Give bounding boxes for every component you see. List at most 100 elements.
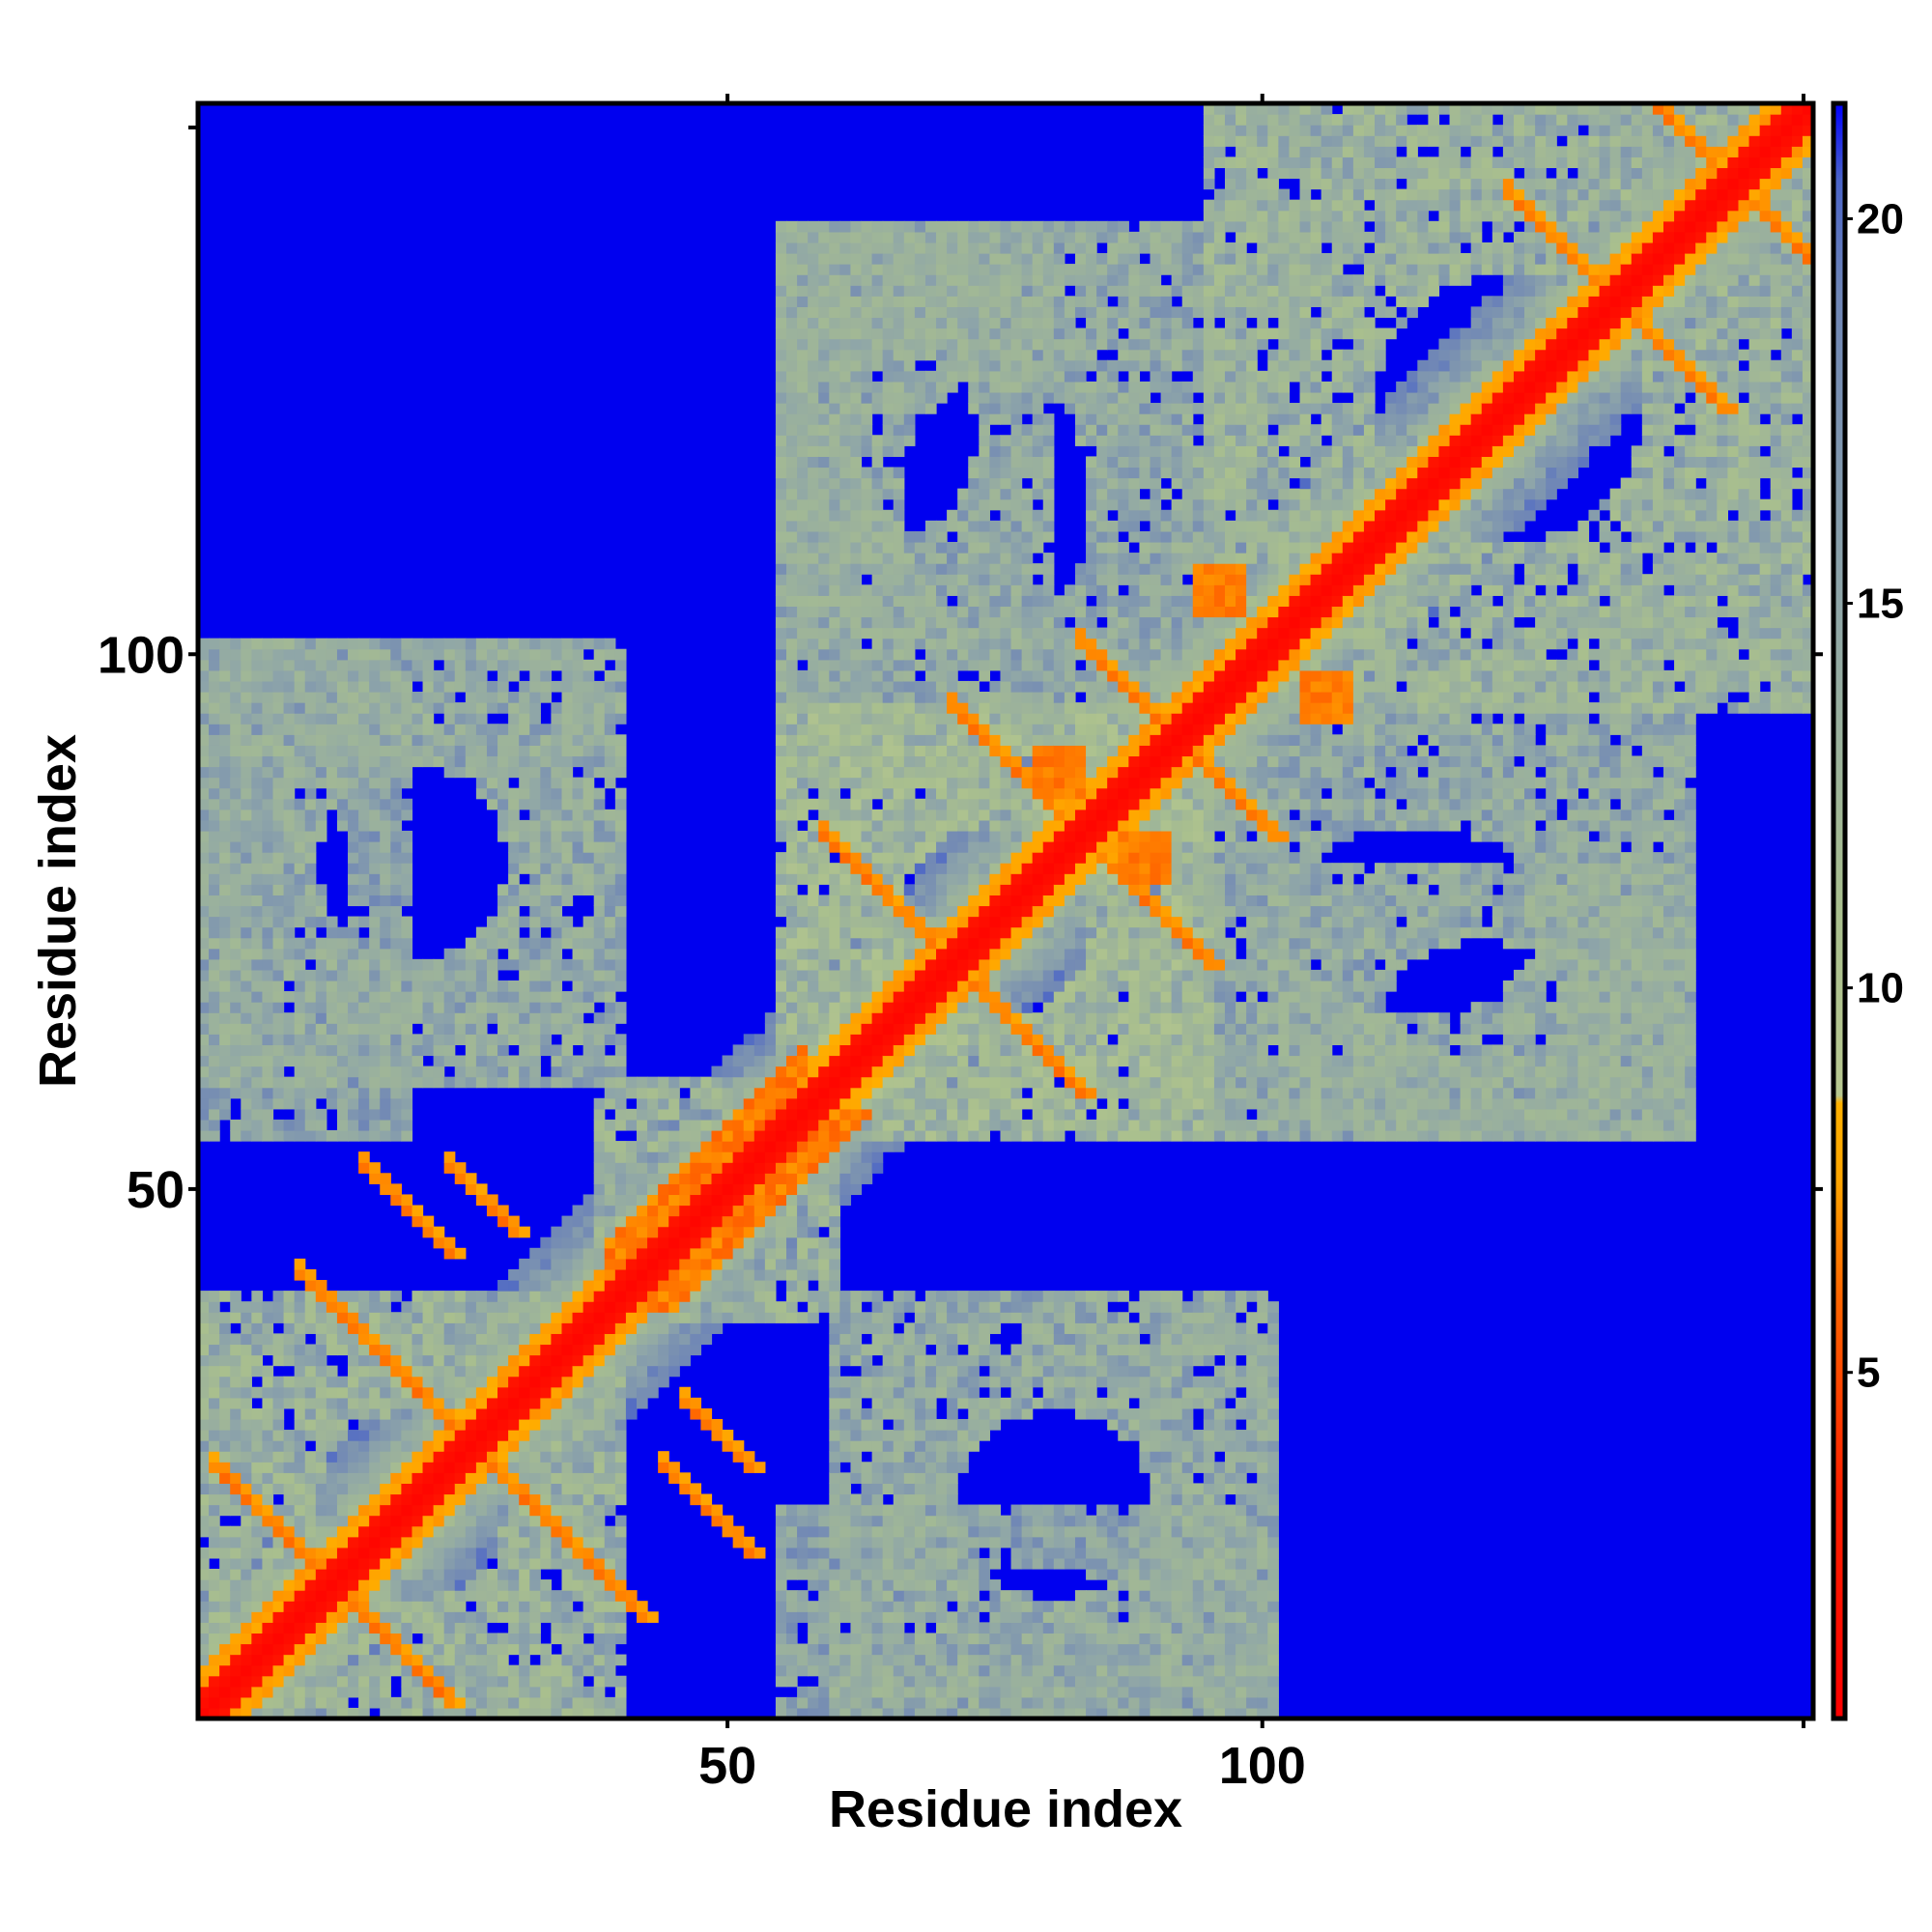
heatmap-cell: [422, 745, 435, 757]
heatmap-cell: [401, 1119, 413, 1131]
heatmap-cell: [808, 819, 819, 832]
heatmap-cell: [262, 1065, 274, 1078]
heatmap-cell: [486, 1707, 498, 1719]
heatmap-cell: [540, 1451, 552, 1463]
heatmap-cell: [604, 905, 616, 918]
heatmap-cell: [230, 1601, 242, 1612]
heatmap-cell: [593, 1183, 606, 1196]
heatmap-cell: [348, 958, 359, 971]
heatmap-cell: [604, 1590, 616, 1602]
heatmap-cell: [582, 958, 595, 971]
heatmap-cell: [433, 1430, 445, 1441]
heatmap-cell: [614, 1044, 627, 1057]
heatmap-cell: [690, 1097, 702, 1110]
heatmap-cell: [882, 541, 895, 554]
heatmap-cell: [829, 584, 840, 596]
heatmap-cell: [540, 1483, 552, 1495]
heatmap-cell: [829, 819, 840, 832]
heatmap-cell: [390, 1536, 402, 1548]
heatmap-cell: [582, 680, 595, 693]
heatmap-cell: [294, 734, 306, 746]
heatmap-cell: [508, 1076, 520, 1089]
heatmap-cell: [262, 1451, 274, 1463]
heatmap-cell: [315, 1686, 327, 1698]
heatmap-cell: [786, 852, 798, 864]
heatmap-cell: [422, 638, 435, 650]
heatmap-cell: [348, 1023, 359, 1035]
heatmap-cell: [561, 787, 574, 800]
heatmap-cell: [540, 841, 552, 853]
heatmap-cell: [508, 980, 520, 992]
heatmap-cell: [283, 969, 296, 981]
heatmap-cell: [764, 1280, 777, 1292]
heatmap-cell: [241, 958, 252, 971]
heatmap-cell: [508, 884, 520, 895]
heatmap-cell: [797, 296, 809, 307]
heatmap-cell: [572, 1247, 584, 1260]
heatmap-cell: [786, 1664, 798, 1677]
heatmap-cell: [272, 1129, 285, 1142]
heatmap-cell: [219, 1076, 231, 1089]
heatmap-cell: [486, 1675, 498, 1688]
heatmap-cell: [294, 1568, 306, 1580]
heatmap-cell: [829, 1215, 840, 1228]
heatmap-cell: [850, 1579, 863, 1591]
heatmap-cell: [551, 1291, 563, 1302]
heatmap-cell: [519, 1515, 530, 1527]
heatmap-cell: [294, 1493, 306, 1506]
heatmap-cell: [433, 1044, 445, 1057]
heatmap-cell: [604, 873, 616, 885]
heatmap-cell: [443, 1601, 456, 1612]
heatmap-cell: [561, 852, 574, 864]
heatmap-cell: [529, 1493, 541, 1506]
heatmap-cell: [829, 435, 840, 446]
heatmap-cell: [401, 1462, 413, 1473]
heatmap-cell: [369, 1386, 381, 1399]
heatmap-cell: [572, 1354, 584, 1367]
heatmap-cell: [839, 895, 852, 907]
heatmap-cell: [625, 1601, 638, 1612]
heatmap-cell: [315, 1034, 327, 1046]
heatmap-cell: [486, 1568, 498, 1580]
heatmap-cell: [369, 1087, 381, 1099]
heatmap-cell: [241, 1654, 252, 1666]
heatmap-cell: [422, 680, 435, 693]
heatmap-cell: [786, 1504, 798, 1517]
heatmap-cell: [658, 1226, 669, 1238]
heatmap-cell: [775, 852, 787, 864]
heatmap-cell: [614, 830, 627, 842]
heatmap-cell: [786, 991, 798, 1003]
heatmap-cell: [465, 659, 477, 671]
heatmap-cell: [850, 1376, 863, 1388]
heatmap-cell: [209, 916, 220, 928]
heatmap-cell: [390, 1087, 402, 1099]
heatmap-cell: [508, 991, 520, 1003]
heatmap-cell: [369, 798, 381, 810]
heatmap-cell: [861, 403, 873, 414]
heatmap-cell: [294, 1268, 306, 1281]
heatmap-cell: [348, 991, 359, 1003]
heatmap-cell: [401, 895, 413, 907]
heatmap-cell: [198, 1365, 210, 1378]
heatmap-cell: [358, 1129, 370, 1142]
heatmap-cell: [508, 1686, 520, 1698]
heatmap-cell: [839, 926, 852, 939]
heatmap-cell: [219, 1493, 231, 1506]
heatmap-cell: [390, 669, 402, 682]
heatmap-cell: [272, 1087, 285, 1099]
heatmap-cell: [272, 1696, 285, 1709]
heatmap-cell: [871, 1291, 884, 1302]
heatmap-cell: [315, 1707, 327, 1719]
heatmap-cell: [486, 1686, 498, 1698]
heatmap-cell: [315, 1333, 327, 1346]
heatmap-cell: [882, 659, 895, 671]
heatmap-cell: [241, 1322, 252, 1334]
heatmap-cell: [230, 1643, 242, 1656]
heatmap-cell: [294, 1301, 306, 1313]
heatmap-cell: [241, 1483, 252, 1495]
heatmap-cell: [797, 1654, 809, 1666]
heatmap-cell: [519, 1579, 530, 1591]
heatmap-cell: [262, 809, 274, 821]
heatmap-cell: [861, 563, 873, 575]
heatmap-cell: [775, 937, 787, 950]
